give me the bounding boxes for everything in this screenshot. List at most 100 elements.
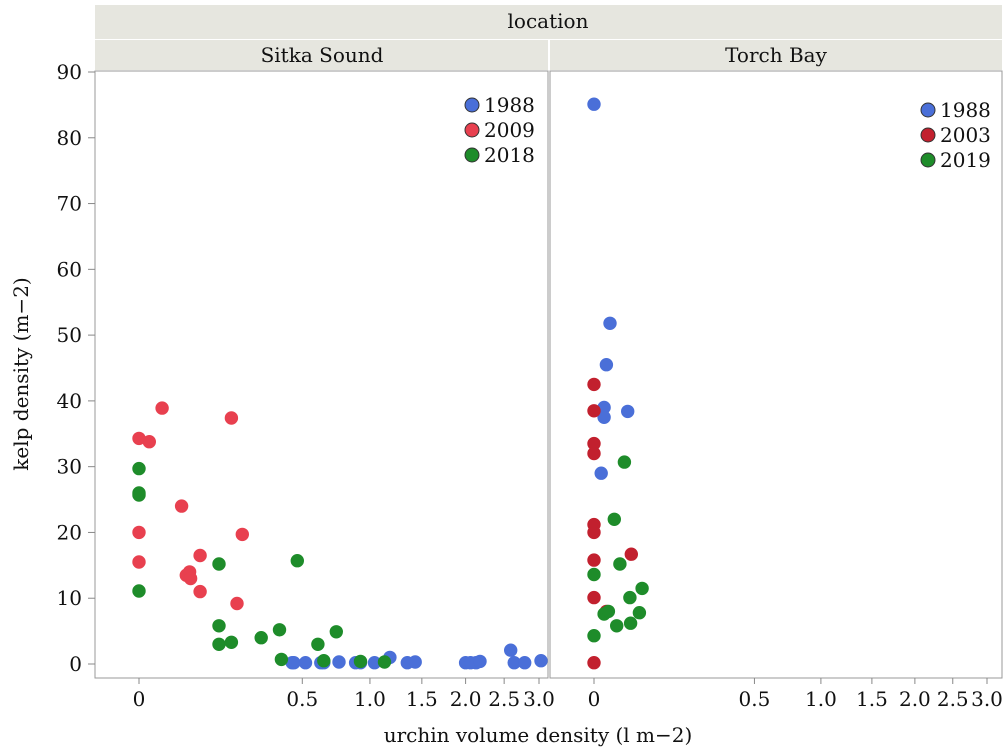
data-point-1988 bbox=[597, 410, 611, 425]
data-point-2009 bbox=[193, 548, 207, 563]
data-point-2018 bbox=[254, 631, 268, 645]
y-tick-label: 0 bbox=[69, 652, 82, 676]
data-point-2009 bbox=[183, 571, 198, 586]
data-point-2003 bbox=[587, 656, 601, 670]
y-tick-label: 80 bbox=[57, 126, 82, 150]
x-tick-label: 0 bbox=[133, 687, 146, 711]
data-point-2009 bbox=[174, 499, 189, 513]
data-point-2009 bbox=[235, 527, 250, 542]
data-point-2018 bbox=[290, 554, 305, 568]
data-point-2018 bbox=[132, 461, 146, 476]
data-point-2019 bbox=[610, 619, 624, 633]
y-axis: 0 10 20 30 40 50 60 70 80 90 bbox=[57, 60, 95, 676]
data-point-2009 bbox=[132, 525, 146, 540]
data-point-2009 bbox=[142, 435, 157, 449]
panel-title-torch-bay: Torch Bay bbox=[725, 43, 827, 67]
x-tick-label: 2.5 bbox=[937, 687, 969, 711]
x-tick-label: 0.5 bbox=[739, 687, 771, 711]
data-point-1988 bbox=[298, 656, 313, 670]
data-point-2019 bbox=[632, 606, 647, 620]
y-tick-label: 40 bbox=[57, 389, 82, 413]
x-tick-label: 2.0 bbox=[450, 687, 482, 711]
data-point-2018 bbox=[212, 619, 226, 633]
data-point-2003 bbox=[587, 525, 601, 540]
data-point-2019 bbox=[601, 604, 616, 619]
data-point-1988 bbox=[621, 404, 635, 419]
legend-label-2019: 2019 bbox=[940, 148, 991, 172]
data-point-2018 bbox=[212, 637, 226, 652]
legend-marker-2003 bbox=[920, 127, 936, 143]
points-torch-bay bbox=[587, 97, 649, 670]
y-tick-label: 20 bbox=[57, 520, 82, 544]
data-point-2019 bbox=[613, 557, 627, 571]
panel-frame-left bbox=[94, 70, 549, 679]
data-point-2018 bbox=[274, 652, 289, 667]
legend-label-1988: 1988 bbox=[940, 98, 991, 122]
y-tick-label: 60 bbox=[57, 257, 82, 281]
legend-label-2018: 2018 bbox=[484, 143, 535, 167]
data-point-2019 bbox=[635, 581, 649, 596]
y-axis-title: kelp density (m−2) bbox=[9, 277, 33, 470]
data-point-2003 bbox=[587, 590, 601, 605]
data-point-2018 bbox=[317, 654, 331, 668]
points-sitka-sound bbox=[132, 401, 548, 670]
y-tick-label: 90 bbox=[57, 60, 82, 84]
data-point-2018 bbox=[272, 623, 287, 637]
strip-header-background bbox=[95, 5, 1002, 39]
x-tick-label: 2.5 bbox=[488, 687, 520, 711]
data-point-1988 bbox=[332, 655, 346, 669]
x-tick-label: 1.5 bbox=[856, 687, 888, 711]
data-point-2009 bbox=[193, 584, 207, 599]
data-point-2019 bbox=[617, 455, 632, 469]
panel-strip-background-left bbox=[95, 40, 548, 70]
data-point-1988 bbox=[408, 655, 422, 669]
y-tick-label: 10 bbox=[57, 586, 82, 610]
x-tick-label: 1.0 bbox=[805, 687, 837, 711]
data-point-2018 bbox=[212, 557, 226, 571]
legend-label-1988: 1988 bbox=[484, 93, 535, 117]
data-point-1988 bbox=[287, 656, 301, 670]
data-point-1988 bbox=[594, 466, 608, 480]
data-point-2019 bbox=[587, 567, 601, 582]
panel-title-sitka-sound: Sitka Sound bbox=[261, 43, 384, 67]
panel-strip-background-right bbox=[550, 40, 1002, 70]
data-point-2018 bbox=[132, 584, 146, 598]
x-tick-label: 0 bbox=[588, 687, 601, 711]
data-point-2003 bbox=[587, 553, 601, 567]
data-point-2018 bbox=[329, 625, 344, 639]
data-point-2003 bbox=[587, 404, 601, 418]
x-tick-label: 3.0 bbox=[971, 687, 1003, 711]
legend-label-2009: 2009 bbox=[484, 118, 535, 142]
x-axis-torch-bay: 0 0.5 1.0 1.5 2.0 2.5 3.0 bbox=[588, 678, 1003, 711]
data-point-1988 bbox=[599, 358, 614, 372]
data-point-2003 bbox=[624, 547, 639, 561]
strip-title: location bbox=[508, 9, 589, 33]
data-point-2018 bbox=[224, 635, 239, 650]
data-point-1988 bbox=[473, 654, 487, 669]
data-point-2009 bbox=[224, 411, 239, 425]
legend-marker-2019 bbox=[920, 152, 936, 168]
data-point-2018 bbox=[377, 655, 392, 669]
data-point-2018 bbox=[311, 637, 325, 652]
data-point-2009 bbox=[155, 401, 169, 415]
data-point-2019 bbox=[607, 512, 622, 527]
data-point-2003 bbox=[587, 446, 601, 461]
legend-marker-1988 bbox=[920, 102, 936, 118]
x-tick-label: 0.5 bbox=[286, 687, 318, 711]
x-axis-title: urchin volume density (l m−2) bbox=[384, 723, 693, 747]
data-point-2019 bbox=[623, 590, 637, 605]
legend-marker-2018 bbox=[464, 147, 480, 163]
data-point-2019 bbox=[623, 616, 638, 630]
data-point-2009 bbox=[230, 596, 244, 611]
legend-label-2003: 2003 bbox=[940, 123, 991, 147]
y-tick-label: 30 bbox=[57, 455, 82, 479]
data-point-1988 bbox=[518, 656, 532, 670]
data-point-2019 bbox=[587, 629, 601, 643]
data-point-1988 bbox=[504, 643, 518, 657]
data-point-2003 bbox=[587, 377, 601, 392]
legend-marker-1988 bbox=[464, 97, 480, 113]
x-tick-label: 2.0 bbox=[899, 687, 931, 711]
